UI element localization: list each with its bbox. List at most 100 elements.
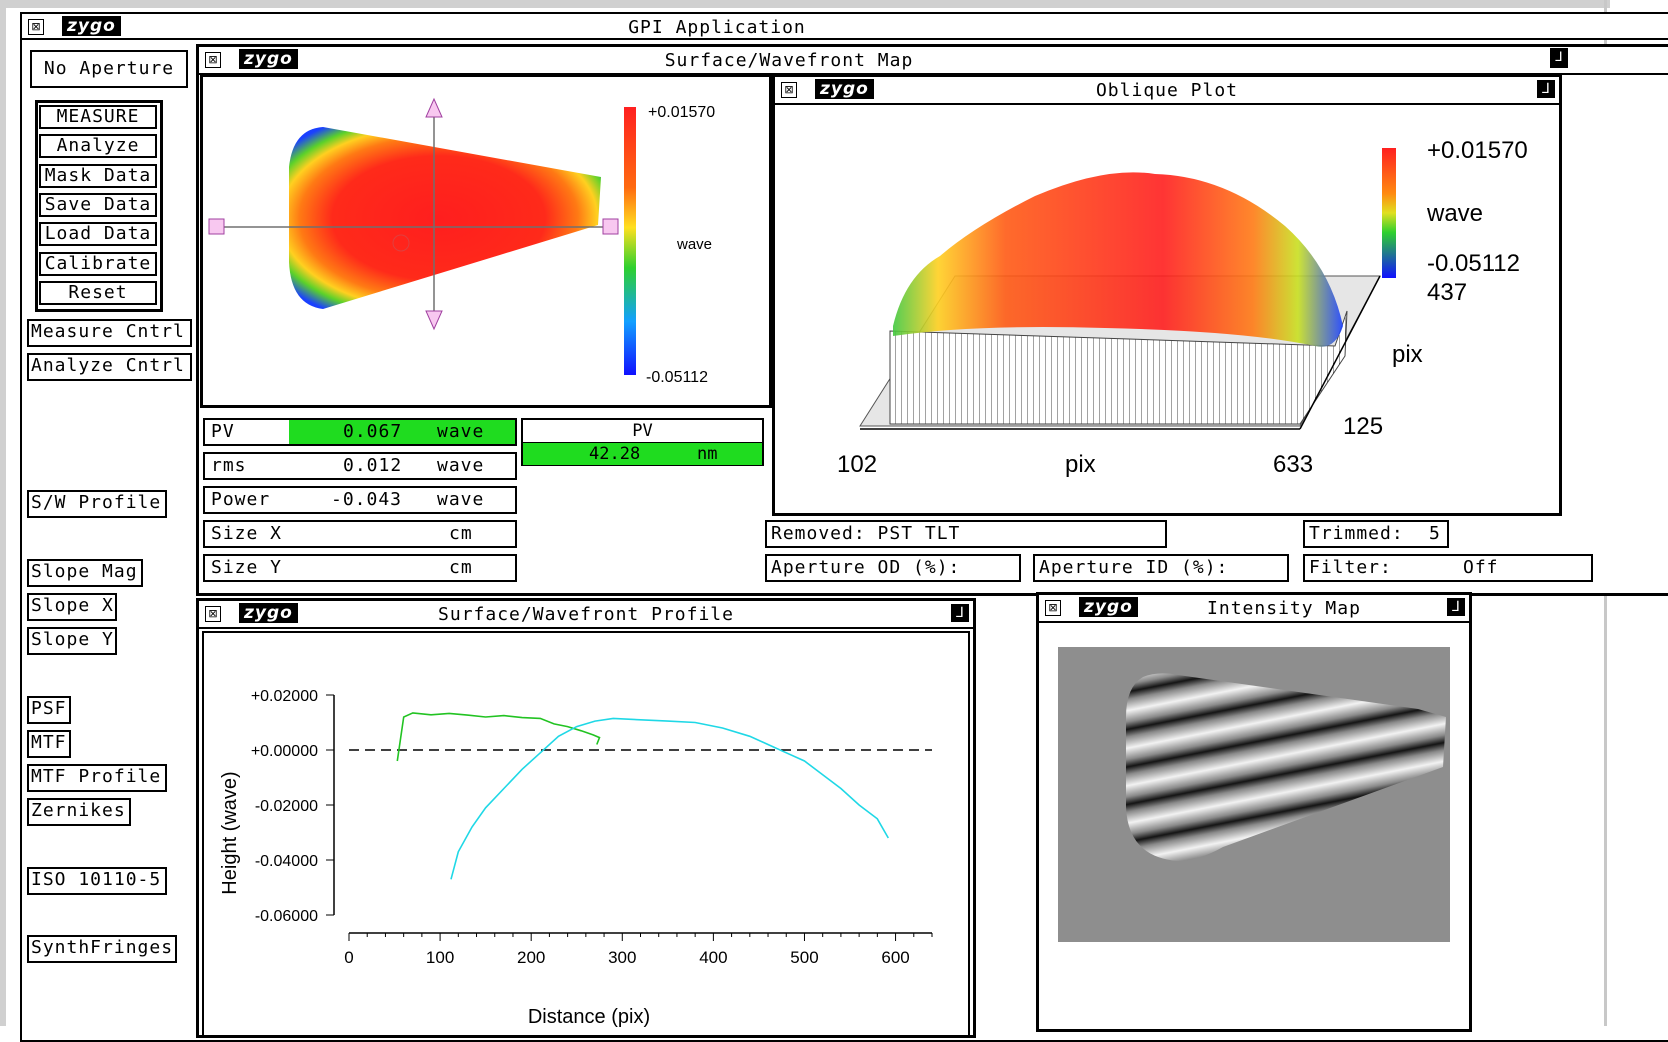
zygo-logo: zygo: [239, 603, 298, 623]
power-field: Power -0.043 wave: [203, 486, 517, 514]
zygo-logo: zygo: [239, 49, 298, 69]
filter-label: Filter:: [1309, 557, 1392, 578]
intensity-map-window: ⊠ zygo Intensity Map ⅃: [1036, 592, 1472, 1032]
close-icon[interactable]: ⊠: [28, 19, 44, 35]
oblique-color-scale: [1382, 148, 1396, 278]
zygo-logo: zygo: [1079, 597, 1138, 617]
profile-handle-left[interactable]: [208, 218, 225, 235]
profile-y-tick-label: -0.06000: [255, 908, 318, 925]
pv-nm-unit: nm: [697, 444, 718, 464]
profile-x-tick-label: 300: [608, 948, 636, 967]
pin-icon[interactable]: ⅃: [951, 604, 969, 622]
oblique-titlebar: ⊠ zygo Oblique Plot ⅃: [775, 77, 1559, 105]
surface-map-titlebar-pin[interactable]: ⅃: [1550, 48, 1568, 68]
oblique-canvas: 102 pix 633 125 pix 437 +0.01570 wave -0…: [837, 137, 1528, 478]
profile-y-tick-label: -0.02000: [255, 798, 318, 815]
synthfringes-button[interactable]: SynthFringes: [27, 935, 177, 963]
no-aperture-button[interactable]: No Aperture: [30, 50, 188, 88]
size-x-label: Size X: [211, 523, 283, 544]
intensity-titlebar: ⊠ zygo Intensity Map ⅃: [1039, 595, 1469, 623]
slope-x-button[interactable]: Slope X: [27, 593, 117, 621]
screen-edge-left: [0, 0, 6, 1026]
profile-x-tick-label: 600: [881, 948, 909, 967]
measure-button[interactable]: MEASURE: [39, 105, 157, 129]
aperture-od-label: Aperture OD (%):: [771, 557, 961, 578]
close-icon[interactable]: ⊠: [781, 82, 797, 98]
profile-y-tick-label: +0.00000: [251, 743, 318, 760]
zygo-logo: zygo: [815, 79, 874, 99]
save-data-button[interactable]: Save Data: [39, 192, 157, 217]
oblique-y-axis: [1299, 275, 1381, 430]
app-titlebar: ⊠ zygo GPI Application: [22, 14, 1668, 40]
pin-icon[interactable]: ⅃: [1447, 598, 1465, 616]
calibrate-button[interactable]: Calibrate: [39, 251, 157, 276]
profile-series-line-2: [450, 717, 889, 880]
reset-button[interactable]: Reset: [39, 280, 157, 305]
close-icon[interactable]: ⊠: [205, 606, 221, 622]
close-icon[interactable]: ⊠: [205, 52, 221, 68]
oblique-title: Oblique Plot: [1095, 80, 1239, 101]
slope-mag-button[interactable]: Slope Mag: [27, 559, 143, 587]
analyze-cntrl-button[interactable]: Analyze Cntrl: [27, 353, 192, 381]
psf-button[interactable]: PSF: [27, 696, 71, 724]
surface-map-shape: [289, 127, 601, 309]
mtf-button[interactable]: MTF: [27, 730, 71, 758]
measure-cntrl-button[interactable]: Measure Cntrl: [27, 319, 192, 347]
size-y-unit: cm: [449, 557, 473, 578]
surface-scale-unit: wave: [676, 236, 712, 253]
rms-value: 0.012: [343, 455, 403, 476]
profile-x-tick-label: 200: [517, 948, 545, 967]
rms-field: rms 0.012 wave: [203, 452, 517, 480]
load-data-button[interactable]: Load Data: [39, 222, 157, 247]
profile-handle-right[interactable]: [602, 218, 619, 235]
profile-plot-pane: +0.02000 +0.00000 -0.02000 -0.04000 -0.06000…: [202, 631, 970, 1035]
app-title: GPI Application: [628, 17, 806, 38]
pv-value: 0.067: [343, 421, 403, 442]
oblique-surface: [893, 172, 1343, 347]
screen-edge-top: [0, 0, 1610, 8]
zernikes-button[interactable]: Zernikes: [27, 798, 131, 826]
pv-field: PV 0.067 wave: [203, 418, 517, 446]
oblique-x-unit: pix: [1065, 451, 1096, 478]
profile-x-tick-label: 100: [426, 948, 454, 967]
profile-x-tick-label: 400: [699, 948, 727, 967]
profile-titlebar: ⊠ zygo Surface/Wavefront Profile ⅃: [199, 601, 973, 629]
profile-title: Surface/Wavefront Profile: [438, 604, 734, 625]
profile-axis-group: +0.02000 +0.00000 -0.02000 -0.04000 -0.06000…: [251, 688, 933, 967]
analyze-button[interactable]: Analyze: [39, 134, 157, 159]
zygo-logo: zygo: [62, 16, 121, 36]
removed-text: Removed: PST TLT: [771, 523, 961, 544]
oblique-x-end: 633: [1273, 451, 1313, 478]
size-y-label: Size Y: [211, 557, 283, 578]
mask-data-button[interactable]: Mask Data: [39, 163, 157, 188]
mtf-profile-button[interactable]: MTF Profile: [27, 764, 167, 792]
pv-nm-box: PV 42.28 nm: [521, 418, 764, 466]
oblique-scale-unit: wave: [1426, 200, 1483, 227]
surface-map-titlebar: ⊠ zygo Surface/Wavefront Map: [199, 47, 1668, 75]
aperture-id-field: Aperture ID (%):: [1033, 554, 1289, 582]
oblique-y-start: 125: [1343, 413, 1383, 440]
main-button-group: [35, 100, 163, 312]
surface-map-pane: +0.01570 wave -0.05112: [200, 74, 772, 408]
profile-series-line-1: [396, 712, 601, 762]
removed-field: Removed: PST TLT: [765, 520, 1167, 548]
profile-x-tick-label: 500: [790, 948, 818, 967]
pv-unit: wave: [437, 421, 485, 442]
intensity-title: Intensity Map: [1207, 598, 1361, 619]
intensity-fringe-part: [1126, 673, 1446, 861]
profile-series-group: [396, 712, 889, 880]
sw-profile-button[interactable]: S/W Profile: [27, 490, 167, 518]
slope-y-button[interactable]: Slope Y: [27, 627, 117, 655]
profile-handle-bottom[interactable]: [425, 310, 443, 331]
pin-icon[interactable]: ⅃: [1537, 80, 1555, 98]
oblique-plot-window: ⊠ zygo Oblique Plot ⅃: [772, 74, 1562, 516]
profile-handle-top[interactable]: [425, 97, 443, 118]
surface-map-title: Surface/Wavefront Map: [664, 50, 914, 71]
profile-x-axis-label: Distance (pix): [528, 1006, 650, 1028]
gpi-application-window: ⊠ zygo GPI Application: [20, 12, 1668, 1042]
rms-unit: wave: [437, 455, 485, 476]
iso-10110-5-button[interactable]: ISO 10110-5: [27, 867, 167, 895]
close-icon[interactable]: ⊠: [1045, 600, 1061, 616]
aperture-od-field: Aperture OD (%):: [765, 554, 1021, 582]
trimmed-value: 5: [1429, 523, 1441, 544]
